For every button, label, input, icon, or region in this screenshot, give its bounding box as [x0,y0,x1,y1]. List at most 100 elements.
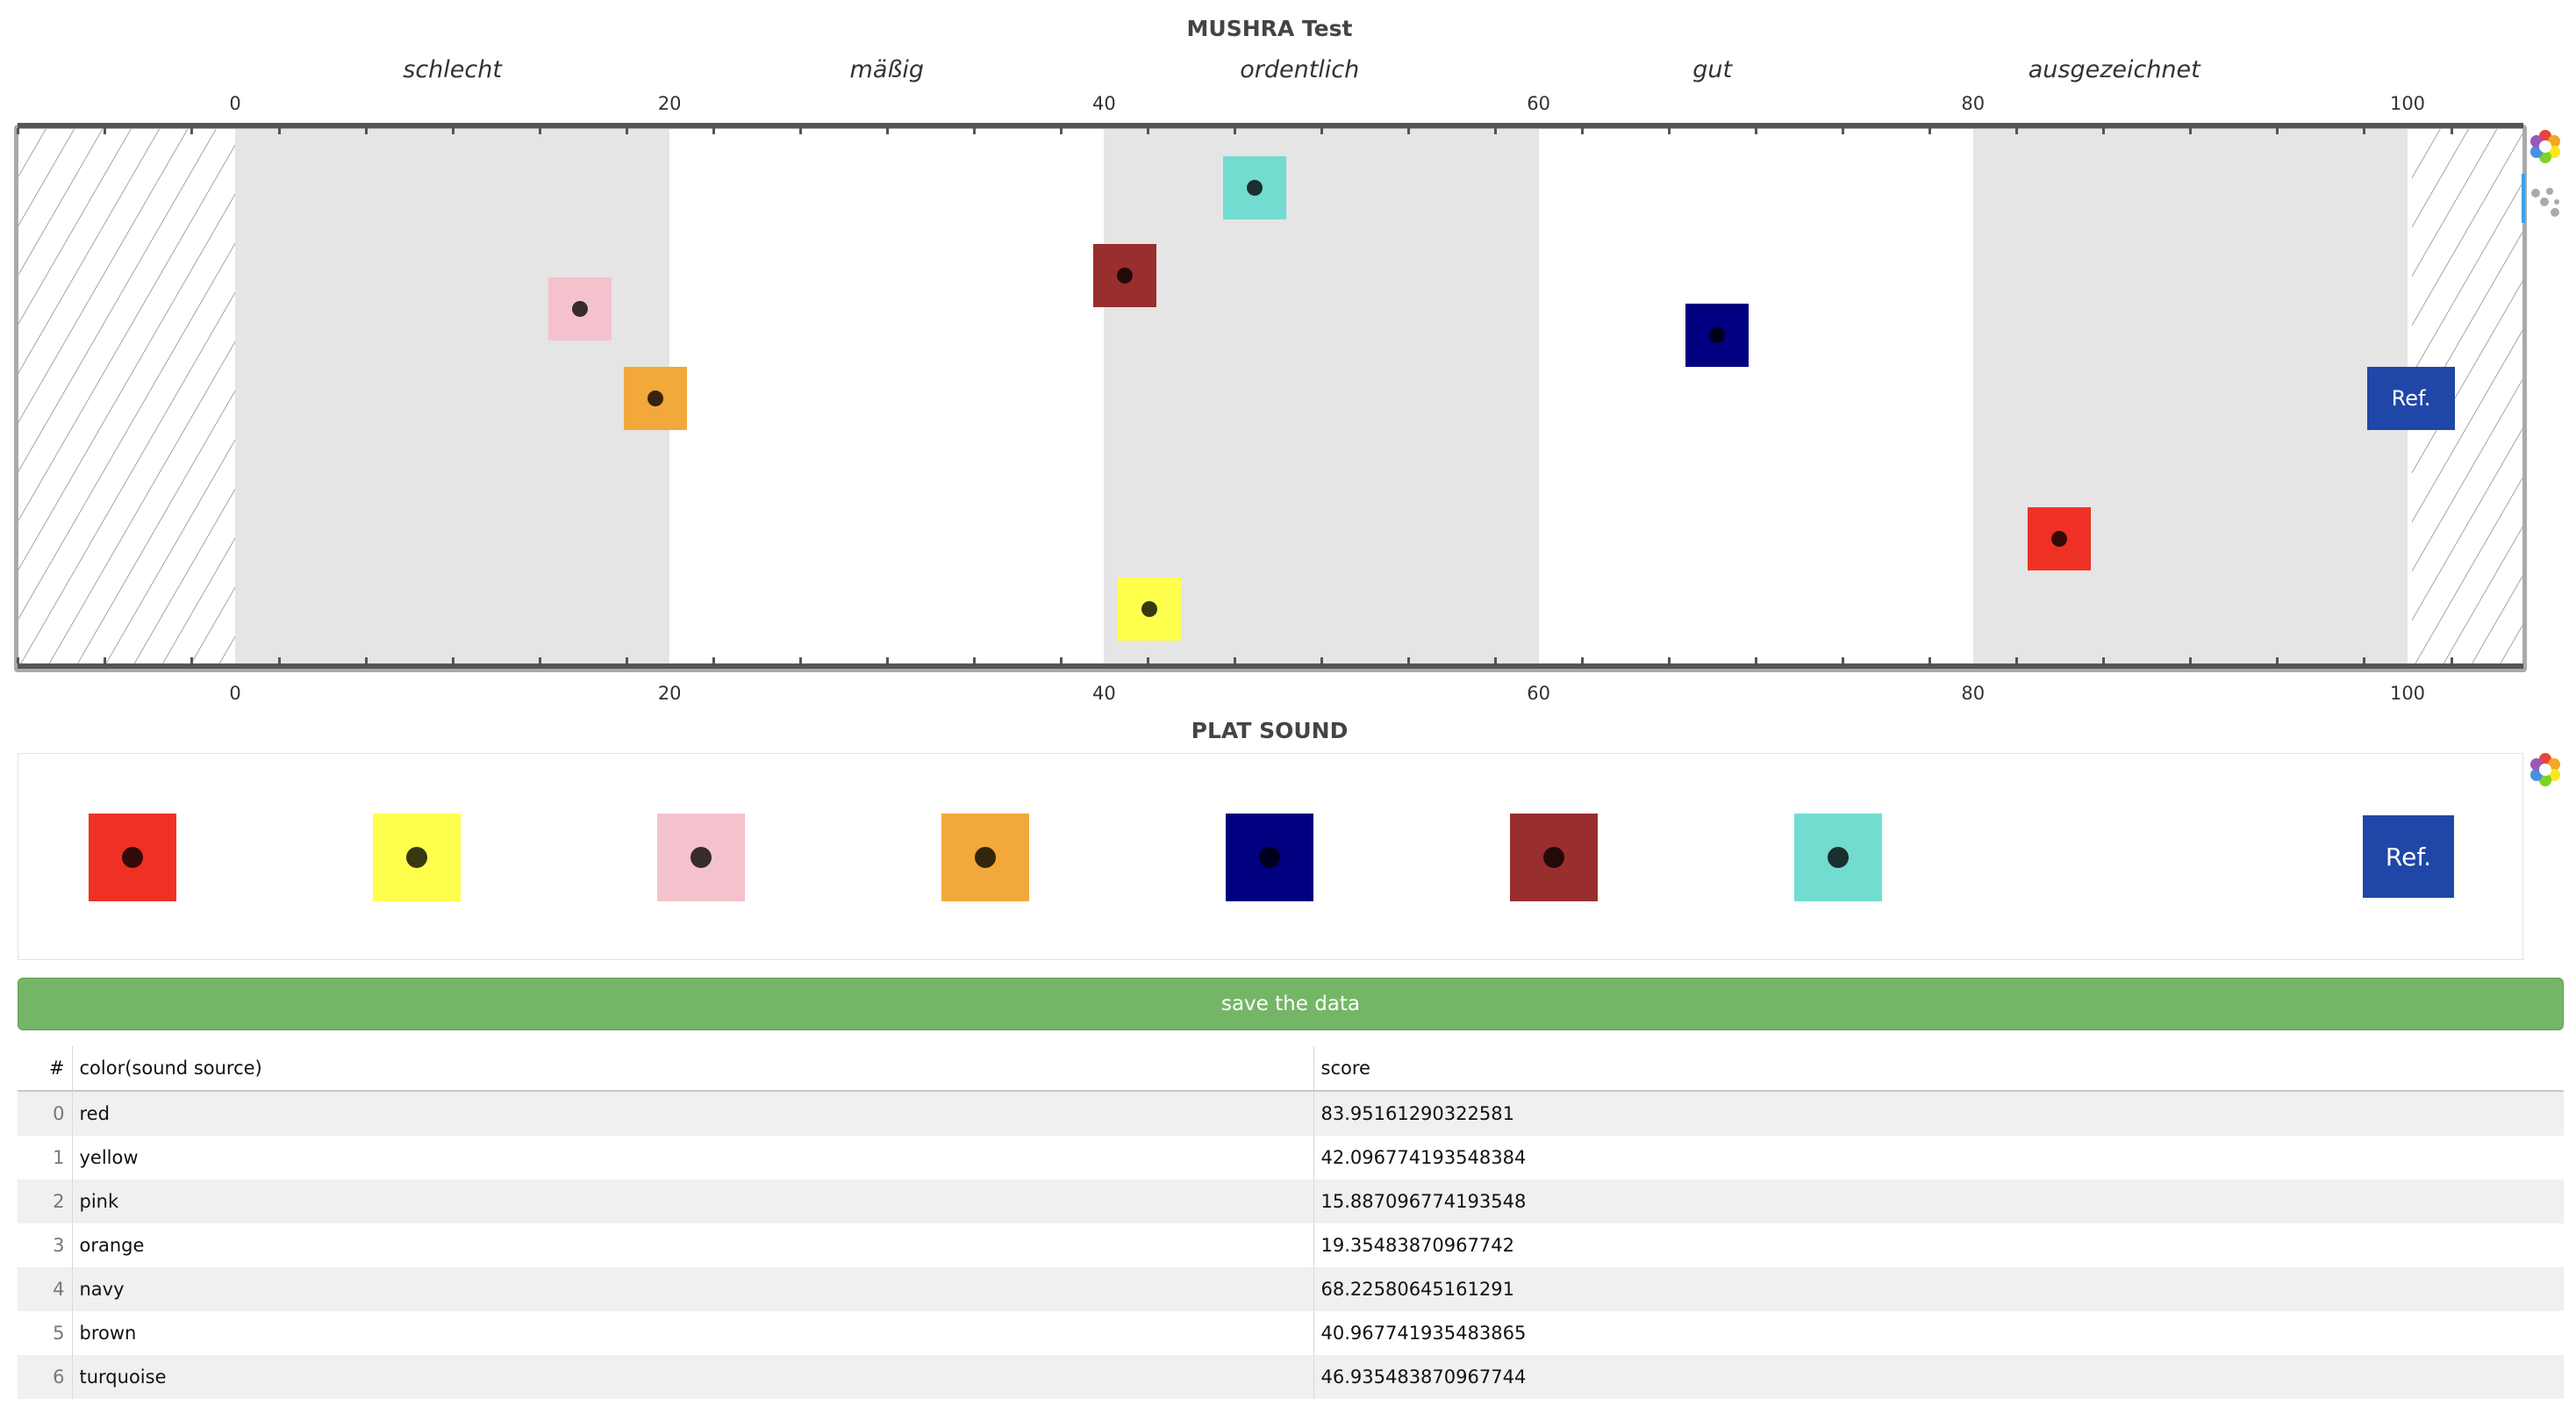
bottom-axis-tick [1407,657,1411,663]
bottom-axis-tick [1146,657,1149,663]
plot-frame [14,125,2527,672]
row-color[interactable]: navy [72,1267,1314,1311]
palette-item-pink[interactable] [657,814,745,901]
scores-table: # color(sound source) score 0 red 83.95161… [18,1046,2564,1399]
table-row[interactable]: 5 brown 40.967741935483865 [18,1311,2564,1355]
point-dot [1247,180,1263,196]
bottom-axis-tick [1928,657,1932,663]
top-axis-tick [2102,128,2106,134]
save-data-button[interactable]: save the data [18,978,2564,1030]
palette-item-turquoise[interactable] [1794,814,1882,901]
table-row[interactable]: 2 pink 15.887096774193548 [18,1180,2564,1223]
top-axis-tick [1320,128,1323,134]
palette-item-brown[interactable] [1510,814,1598,901]
header-score[interactable]: score [1313,1046,2564,1092]
table-row[interactable]: 6 turquoise 46.935483870967744 [18,1355,2564,1399]
bottom-axis-tick [451,657,454,663]
palette-dot [1828,847,1849,868]
bottom-axis-tick [798,657,802,663]
bottom-axis-tick [1059,657,1063,663]
row-color[interactable]: orange [72,1223,1314,1267]
bottom-axis-tick [1581,657,1585,663]
bokeh-logo-icon[interactable] [2527,751,2564,788]
top-axis-tick [798,128,802,134]
header-color[interactable]: color(sound source) [72,1046,1314,1092]
top-axis-tick [1755,128,1758,134]
top-axis-tick [451,128,454,134]
bottom-tick-label: 100 [2389,683,2426,704]
bottom-tick-label: 80 [1961,683,1986,704]
row-score[interactable]: 68.22580645161291 [1313,1267,2564,1311]
top-axis-tick [1494,128,1498,134]
palette-ref-marker[interactable]: Ref. [2363,815,2454,898]
point-dot [1117,268,1134,283]
row-color[interactable]: pink [72,1180,1314,1223]
row-color[interactable]: turquoise [72,1355,1314,1399]
top-axis-tick [2450,128,2453,134]
bottom-tick-label: 0 [229,683,241,704]
category-label: gut [1692,56,1733,83]
score-point-orange[interactable] [624,367,688,430]
header-index[interactable]: # [18,1046,73,1092]
row-color[interactable]: red [72,1091,1314,1136]
row-score[interactable]: 15.887096774193548 [1313,1180,2564,1223]
top-axis-tick [885,128,889,134]
top-axis-tick [1581,128,1585,134]
row-score[interactable]: 40.967741935483865 [1320,1323,1527,1344]
palette-item-red[interactable] [89,814,176,901]
bottom-axis-tick [972,657,976,663]
palette-item-yellow[interactable] [373,814,461,901]
row-index: 3 [18,1223,73,1267]
bottom-axis-tick [2015,657,2019,663]
row-score[interactable]: 46.935483870967744 [1313,1355,2564,1399]
table-row[interactable]: 4 navy 68.22580645161291 [18,1267,2564,1311]
reference-marker[interactable]: Ref. [2367,367,2455,430]
bottom-axis-tick [2189,657,2193,663]
table-row[interactable]: 0 red 83.95161290322581 [18,1091,2564,1136]
row-score[interactable]: 83.95161290322581 [1313,1091,2564,1136]
point-dot [1141,601,1158,617]
plot-area[interactable]: Ref. [18,128,2523,669]
top-axis-tick [1842,128,1845,134]
bokeh-logo-icon[interactable] [2527,128,2564,165]
row-score[interactable]: 19.35483870967742 [1320,1235,1514,1256]
palette-dot [1259,847,1280,868]
bottom-axis-tick [1494,657,1498,663]
drag-points-icon[interactable] [2529,184,2564,219]
row-score[interactable]: 42.096774193548384 [1320,1147,1527,1168]
row-index: 2 [18,1180,73,1223]
bottom-axis-tick [104,657,107,663]
top-tick-label: 80 [1961,93,1986,114]
row-color[interactable]: brown [72,1311,1314,1355]
top-tick-label: 40 [1092,93,1116,114]
point-dot [572,301,589,317]
bottom-axis-tick [277,657,281,663]
top-axis-tick [277,128,281,134]
table-row[interactable]: 1 yellow 42.096774193548384 [18,1136,2564,1180]
category-label: ausgezeichnet [2028,56,2200,83]
category-label: ordentlich [1240,56,1360,83]
score-point-red[interactable] [2027,507,2091,570]
bottom-axis-tick [885,657,889,663]
palette-title: PLAT SOUND [1191,718,1349,743]
table-row[interactable]: 3 orange 19.35483870967742 [18,1223,2564,1267]
top-axis-tick [2363,128,2366,134]
row-color[interactable]: yellow [72,1136,1314,1180]
bottom-axis-tick [2450,657,2453,663]
palette-item-orange[interactable] [941,814,1029,901]
top-axis-tick [1233,128,1236,134]
score-point-brown[interactable] [1093,244,1157,307]
palette-panel[interactable]: Ref. [18,753,2523,960]
palette-dot [122,847,143,868]
bottom-tick-label: 20 [657,683,682,704]
top-tick-label: 60 [1527,93,1550,114]
score-point-pink[interactable] [548,277,612,341]
category-label: mäßig [849,56,925,83]
score-point-turquoise[interactable] [1223,156,1287,219]
point-dot [2050,531,2067,547]
score-point-yellow[interactable] [1118,577,1182,641]
palette-item-navy[interactable] [1226,814,1313,901]
score-band [1972,128,2408,669]
score-point-navy[interactable] [1685,304,1750,367]
point-dot [648,391,664,406]
